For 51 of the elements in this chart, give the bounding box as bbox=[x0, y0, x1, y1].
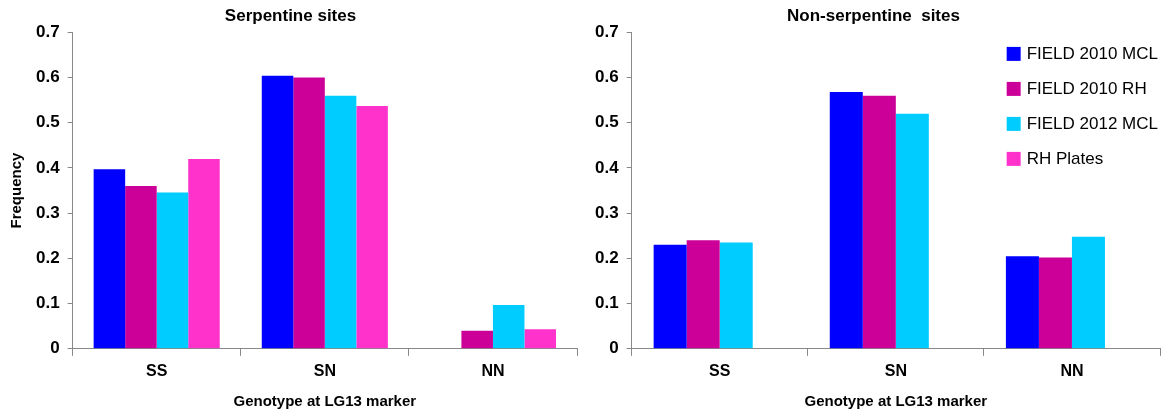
y-tick-label: 0.3 bbox=[594, 202, 619, 222]
x-axis-title: Genotype at LG13 marker bbox=[804, 392, 988, 410]
x-tick-label: SN bbox=[313, 361, 336, 379]
bar bbox=[461, 330, 493, 349]
chart-title: Non-serpentine sites bbox=[787, 5, 960, 25]
y-tick-label: 0.4 bbox=[594, 157, 620, 177]
x-tick-label: SS bbox=[146, 361, 168, 379]
bar bbox=[1038, 257, 1072, 349]
legend-label: FIELD 2010 RH bbox=[1026, 78, 1147, 98]
bar bbox=[156, 192, 189, 349]
bar bbox=[829, 92, 863, 349]
bar bbox=[293, 77, 325, 349]
y-tick-label: 0.6 bbox=[594, 67, 619, 87]
y-tick-label: 0.7 bbox=[594, 22, 619, 42]
y-tick-label: 0.5 bbox=[35, 112, 60, 132]
bar bbox=[719, 242, 753, 349]
y-tick-label: 0.4 bbox=[35, 157, 61, 177]
legend-label: RH Plates bbox=[1026, 148, 1104, 168]
y-tick-label: 0.2 bbox=[594, 248, 619, 268]
y-tick-label: 0.5 bbox=[594, 112, 619, 132]
bar bbox=[1005, 256, 1039, 349]
bar bbox=[862, 95, 896, 349]
x-tick-label: SN bbox=[884, 361, 907, 379]
y-tick-label: 0.7 bbox=[35, 22, 60, 42]
legend-label: FIELD 2012 MCL bbox=[1026, 113, 1159, 133]
bar bbox=[356, 106, 388, 349]
bar bbox=[188, 158, 220, 349]
y-tick-label: 0 bbox=[50, 338, 60, 358]
bar bbox=[125, 186, 157, 349]
bar bbox=[261, 75, 294, 349]
y-tick-label: 0.1 bbox=[35, 293, 60, 313]
y-tick-label: 0.3 bbox=[35, 202, 60, 222]
legend-label: FIELD 2010 MCL bbox=[1026, 43, 1159, 63]
bar bbox=[93, 169, 126, 349]
bar bbox=[1071, 236, 1105, 349]
y-tick-label: 0.1 bbox=[594, 293, 619, 313]
y-tick-label: 0.6 bbox=[35, 67, 60, 87]
bar bbox=[653, 244, 687, 349]
y-axis-title: Frequency bbox=[7, 152, 25, 229]
x-tick-label: NN bbox=[481, 361, 505, 379]
bar bbox=[686, 240, 720, 349]
y-tick-label: 0 bbox=[609, 338, 619, 358]
bar bbox=[324, 95, 357, 349]
bar bbox=[492, 304, 525, 349]
x-axis-title: Genotype at LG13 marker bbox=[233, 392, 417, 410]
bar bbox=[524, 329, 556, 349]
chart-title: Serpentine sites bbox=[224, 5, 357, 25]
y-tick-label: 0.2 bbox=[35, 248, 60, 268]
bar bbox=[895, 113, 929, 349]
x-tick-label: NN bbox=[1060, 361, 1084, 379]
x-tick-label: SS bbox=[709, 361, 731, 379]
